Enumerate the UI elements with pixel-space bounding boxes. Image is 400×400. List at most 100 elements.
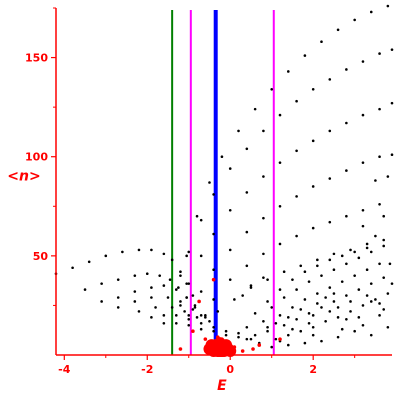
data-point-s13-0 xyxy=(274,337,278,341)
data-point-s13-63 xyxy=(320,339,323,343)
data-point-s3-8 xyxy=(311,185,315,188)
data-point-s13-30 xyxy=(262,319,265,323)
data-point-s13-74 xyxy=(291,327,294,331)
data-point-s11-7 xyxy=(237,331,240,335)
data-point-s3-10 xyxy=(345,169,348,172)
data-point-s12-6 xyxy=(237,335,240,339)
data-point-s2-2 xyxy=(199,254,203,258)
data-point-s10-5 xyxy=(208,319,211,323)
data-point-s13-55 xyxy=(311,314,315,317)
data-point-s13-68 xyxy=(378,302,381,305)
data-point-s13-27 xyxy=(365,268,369,272)
data-point-s13-51 xyxy=(365,246,369,250)
data-point-s13-73 xyxy=(299,308,303,311)
data-point-s13-79 xyxy=(386,175,390,178)
data-point-s5-6 xyxy=(316,258,319,262)
data-point-s13-37 xyxy=(345,262,348,266)
data-point-s5-2 xyxy=(249,286,253,289)
data-point-s9-4 xyxy=(179,300,182,303)
data-point-s13-45 xyxy=(291,278,294,281)
x-tick-label: -2 xyxy=(141,363,153,376)
data-point-s4-10 xyxy=(361,208,365,212)
data-point-s1-0 xyxy=(179,274,182,277)
data-point-s3-4 xyxy=(245,230,249,234)
data-point-s14-20 xyxy=(257,343,262,347)
data-point-s6-5 xyxy=(137,248,141,252)
data-point-s12-3 xyxy=(199,327,203,331)
data-point-s14-19 xyxy=(278,337,282,341)
data-point-s12-5 xyxy=(224,333,228,337)
data-point-s6-8 xyxy=(170,258,174,262)
data-point-s13-22 xyxy=(303,298,307,301)
data-point-s13-15 xyxy=(345,294,348,297)
data-point-s13-12 xyxy=(307,312,311,315)
data-point-s11-3 xyxy=(187,318,191,321)
data-point-s13-54 xyxy=(262,276,265,279)
data-point-s13-65 xyxy=(286,343,290,347)
data-point-s1-3 xyxy=(212,193,215,196)
data-point-s13-95 xyxy=(369,300,373,303)
data-point-s6-6 xyxy=(150,248,153,252)
data-point-s13-13 xyxy=(320,306,323,309)
data-point-s10-2 xyxy=(170,306,174,309)
data-point-s5-9 xyxy=(365,242,369,246)
data-point-s9-1 xyxy=(133,300,137,303)
data-point-s3-2 xyxy=(212,268,215,272)
data-point-s4-5 xyxy=(278,242,282,246)
data-point-s13-32 xyxy=(282,296,286,299)
y-tick-label: 100 xyxy=(25,151,48,164)
data-point-s8-3 xyxy=(150,286,153,289)
data-point-s13-60 xyxy=(353,329,356,333)
data-point-s13-1 xyxy=(286,333,290,337)
data-point-s2-1 xyxy=(187,282,191,285)
data-point-s5-0 xyxy=(216,310,220,313)
data-point-s5-3 xyxy=(266,278,269,281)
x-tick-label: -4 xyxy=(58,363,71,376)
data-point-s3-1 xyxy=(199,290,203,293)
data-point-s4-2 xyxy=(228,278,232,281)
data-point-s8-8 xyxy=(204,314,207,317)
data-point-s13-88 xyxy=(357,316,361,319)
data-point-s13-42 xyxy=(253,312,257,315)
data-point-s13-49 xyxy=(340,254,344,258)
data-point-s11-0 xyxy=(150,316,153,319)
data-point-s13-3 xyxy=(311,325,315,329)
data-point-s13-58 xyxy=(361,323,365,327)
data-point-s2-4 xyxy=(228,208,232,212)
data-point-s8-4 xyxy=(162,284,166,287)
data-point-s13-41 xyxy=(245,325,249,329)
data-point-s2-6 xyxy=(262,175,265,178)
x-tick-label: 2 xyxy=(309,363,317,376)
data-point-s2-7 xyxy=(278,161,282,164)
data-point-s11-4 xyxy=(199,321,203,325)
data-point-s1-12 xyxy=(361,60,365,63)
data-point-s13-92 xyxy=(274,321,278,325)
vertical-lines xyxy=(171,10,275,355)
y-axis-label: <n> xyxy=(7,169,40,185)
data-point-s13-82 xyxy=(245,337,249,341)
data-point-s0-13 xyxy=(386,4,390,8)
data-point-s7-1 xyxy=(100,282,103,285)
data-point-s0-3 xyxy=(220,155,224,159)
data-point-s2-14 xyxy=(390,101,394,105)
data-point-s1-7 xyxy=(278,113,282,117)
data-point-s2-9 xyxy=(311,139,315,143)
data-point-s13-53 xyxy=(249,284,253,287)
data-point-s14-12 xyxy=(215,335,220,339)
data-point-s6-3 xyxy=(104,254,108,258)
data-point-s13-4 xyxy=(324,319,327,323)
data-point-s4-1 xyxy=(212,298,215,301)
data-point-s13-19 xyxy=(266,329,269,333)
data-point-s5-5 xyxy=(299,264,303,268)
data-point-s13-91 xyxy=(286,316,290,319)
data-point-s1-8 xyxy=(295,99,298,103)
data-point-s9-3 xyxy=(166,296,170,299)
data-point-s6-1 xyxy=(71,266,74,270)
data-point-s3-6 xyxy=(278,204,282,208)
data-point-s0-1 xyxy=(195,214,199,218)
y-tick-label: 150 xyxy=(25,52,48,65)
data-point-s10-3 xyxy=(183,310,186,313)
data-point-s13-78 xyxy=(382,214,386,218)
data-point-s6-4 xyxy=(121,250,124,254)
